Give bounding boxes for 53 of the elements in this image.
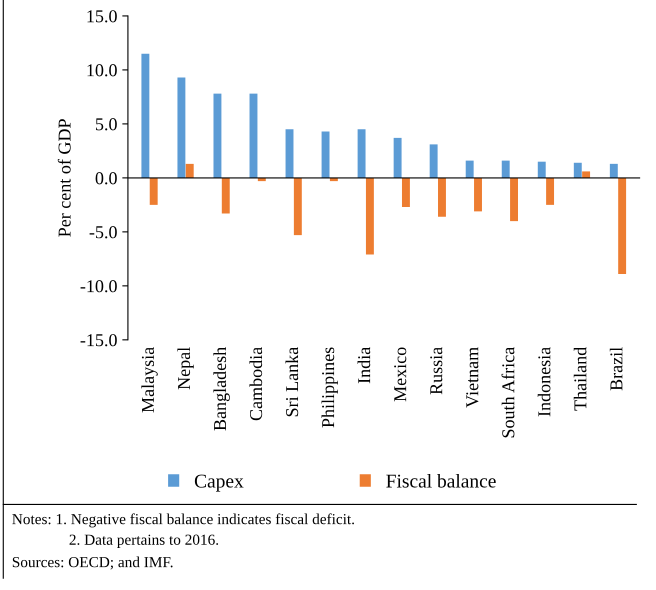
bar [466, 160, 474, 178]
x-tick-label: India [358, 347, 370, 384]
bar [250, 94, 258, 178]
bar [177, 77, 186, 178]
bar [618, 178, 626, 274]
bar [222, 178, 230, 214]
bar [286, 129, 294, 178]
bar [322, 131, 330, 178]
x-tick-label: Mexico [394, 347, 406, 402]
x-tick-label: Indonesia [538, 347, 550, 416]
x-tick-label: Bangladesh [213, 347, 230, 431]
bar [538, 162, 546, 178]
legend-label: Capex [194, 474, 244, 492]
legend-label: Fiscal balance [386, 474, 496, 488]
x-tick-label: Sri Lanka [285, 347, 298, 416]
x-tick-label: Thailand [574, 347, 586, 411]
bar [502, 160, 510, 178]
bar [366, 178, 374, 255]
bar [510, 178, 518, 222]
bar [546, 178, 554, 205]
y-tick-label: 0.0 [96, 172, 117, 184]
y-tick-label: 15.0 [87, 10, 117, 22]
bar [213, 94, 222, 178]
bar [402, 178, 410, 208]
x-tick-label: Cambodia [249, 347, 262, 420]
y-tick-label: -10.0 [80, 280, 117, 292]
x-tick-label: Brazil [610, 347, 622, 390]
bar [150, 178, 158, 205]
y-tick-label: -5.0 [90, 226, 117, 238]
bar [141, 54, 150, 178]
y-tick-label: 5.0 [96, 118, 117, 130]
text: 2. Data pertains to 2016. [70, 534, 218, 548]
bar [438, 178, 446, 217]
bar [294, 178, 302, 236]
source-note: Sources: OECD; and IMF. [12, 556, 173, 570]
x-tick-label: Russia [430, 347, 442, 394]
y-tick-label: -15.0 [80, 334, 117, 346]
x-tick-label: South Africa [502, 347, 514, 438]
bar [474, 178, 482, 212]
y-tick-label: 10.0 [87, 64, 117, 76]
x-tick-label: Malaysia [141, 347, 158, 412]
bar [574, 162, 582, 178]
x-tick-label: Philippines [322, 347, 338, 428]
bar [186, 164, 194, 178]
bar [610, 164, 618, 178]
y-axis-title: Per cent of GDP [58, 119, 71, 237]
bar [358, 129, 366, 178]
x-tick-label: Vietnam [466, 347, 478, 408]
text: Notes: 1. Negative fiscal balance indicates fiscal deficit. [12, 513, 354, 528]
bar [582, 171, 590, 178]
bar [394, 138, 402, 178]
bar [430, 144, 438, 178]
x-tick-label: Nepal [177, 347, 194, 390]
